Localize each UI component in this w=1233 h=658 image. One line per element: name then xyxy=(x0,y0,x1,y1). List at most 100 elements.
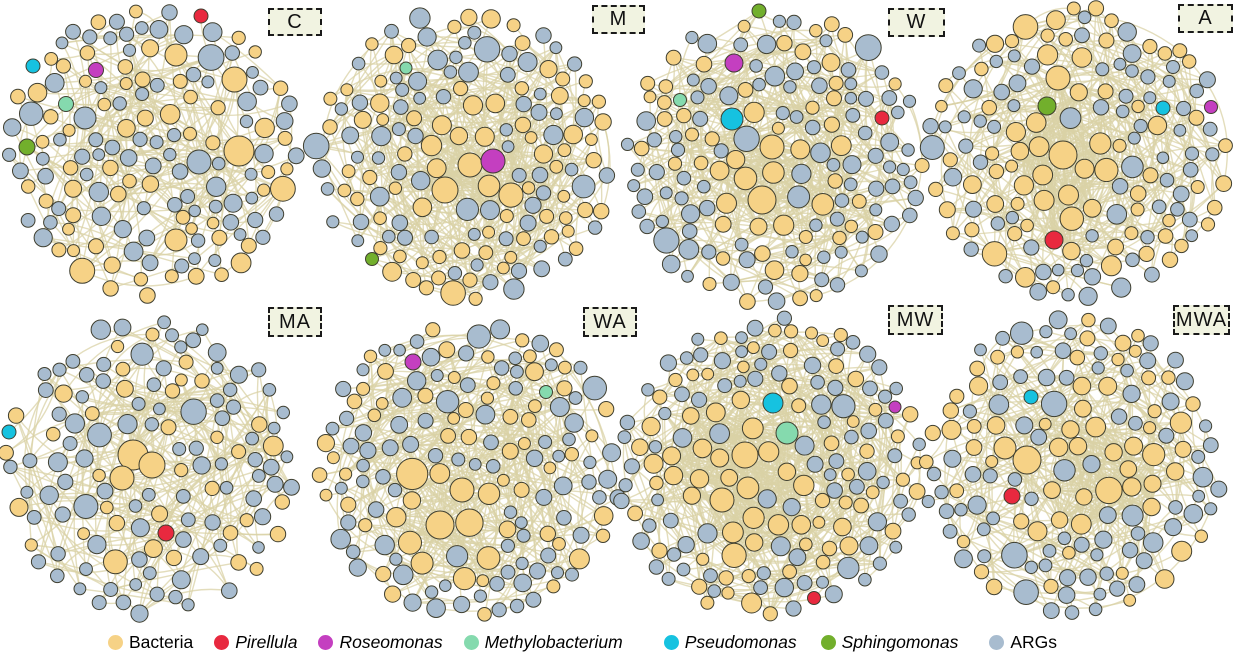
node-bacteria xyxy=(577,201,594,219)
node-bacteria xyxy=(739,293,756,310)
node-bacteria xyxy=(846,415,860,428)
edge xyxy=(81,171,181,272)
node-args xyxy=(251,362,267,378)
node-bacteria xyxy=(183,126,197,141)
node-args xyxy=(834,193,850,208)
edge xyxy=(100,86,200,163)
node-args xyxy=(733,37,749,53)
edge xyxy=(98,150,240,193)
node-bacteria xyxy=(823,16,840,33)
node-args xyxy=(549,397,570,417)
node-args xyxy=(403,593,422,612)
node-bacteria xyxy=(1100,255,1122,277)
node-args xyxy=(1164,518,1183,537)
edge xyxy=(771,146,801,274)
node-bacteria xyxy=(1095,476,1123,505)
node-bacteria xyxy=(365,37,379,51)
node-bacteria xyxy=(830,135,852,157)
node-bacteria xyxy=(550,86,569,105)
node-bacteria xyxy=(568,241,584,256)
node-bacteria xyxy=(159,104,181,125)
node-args xyxy=(753,580,768,595)
node-args xyxy=(192,548,210,566)
node-bacteria xyxy=(457,402,474,418)
node-args xyxy=(896,162,910,177)
node-args xyxy=(722,273,740,291)
node-bacteria xyxy=(1005,122,1027,143)
node-args xyxy=(811,394,832,415)
node-args xyxy=(1070,263,1085,278)
node-args xyxy=(33,228,53,248)
edge xyxy=(753,336,823,349)
node-args xyxy=(690,90,705,105)
node-args xyxy=(811,77,828,94)
node-args xyxy=(990,216,1005,231)
node-bacteria xyxy=(1174,238,1189,254)
node-args xyxy=(785,245,799,259)
node-bacteria xyxy=(784,324,799,339)
node-args xyxy=(857,125,873,141)
node-args xyxy=(964,466,982,483)
node-bacteria xyxy=(504,250,518,264)
node-bacteria xyxy=(721,586,735,600)
node-args xyxy=(583,455,597,469)
node-args xyxy=(489,576,505,592)
node-args xyxy=(392,564,414,586)
edge xyxy=(139,588,230,615)
edge xyxy=(380,80,471,166)
node-args xyxy=(922,118,939,135)
node-args xyxy=(648,559,665,575)
node-args xyxy=(952,66,966,80)
node-args xyxy=(678,239,700,260)
node-bacteria xyxy=(682,486,702,505)
node-args xyxy=(987,119,1002,134)
node-args xyxy=(374,534,395,556)
node-bacteria xyxy=(417,387,434,404)
edge xyxy=(740,44,770,201)
node-args xyxy=(686,73,700,87)
node-args xyxy=(175,489,191,504)
node-args xyxy=(509,598,525,614)
node-bacteria xyxy=(384,45,404,65)
node-bacteria xyxy=(1010,345,1025,359)
node-args xyxy=(473,36,501,63)
node-bacteria xyxy=(1114,334,1132,352)
node-bacteria xyxy=(136,109,154,127)
node-bacteria xyxy=(985,578,1003,596)
node-args xyxy=(565,567,579,582)
node-methylobacterium xyxy=(539,385,553,399)
node-bacteria xyxy=(356,381,371,396)
node-bacteria xyxy=(340,83,354,97)
node-args xyxy=(713,352,732,370)
node-bacteria xyxy=(373,241,388,256)
node-args xyxy=(424,585,439,599)
node-bacteria xyxy=(447,19,462,34)
node-args xyxy=(409,334,425,349)
node-bacteria xyxy=(375,565,392,583)
node-roseomonas xyxy=(888,400,902,414)
node-args xyxy=(659,354,678,372)
node-args xyxy=(794,435,815,456)
node-args xyxy=(902,94,917,108)
node-bacteria xyxy=(1069,83,1088,102)
node-bacteria xyxy=(514,116,532,134)
node-bacteria xyxy=(164,383,181,399)
node-args xyxy=(335,380,352,398)
node-bacteria xyxy=(388,181,403,195)
edge xyxy=(1071,183,1225,252)
node-args xyxy=(1042,544,1057,558)
node-args xyxy=(202,22,223,42)
edge xyxy=(98,142,214,157)
edge xyxy=(1067,179,1168,295)
node-bacteria xyxy=(449,126,469,146)
node-args xyxy=(661,254,681,274)
node-bacteria xyxy=(514,35,531,51)
node-bacteria xyxy=(528,399,542,414)
edge xyxy=(151,445,274,466)
node-args xyxy=(535,27,552,44)
node-args xyxy=(91,206,112,227)
node-args xyxy=(674,191,689,206)
node-bacteria xyxy=(485,93,506,114)
node-args xyxy=(392,387,413,408)
node-bacteria xyxy=(643,90,657,104)
